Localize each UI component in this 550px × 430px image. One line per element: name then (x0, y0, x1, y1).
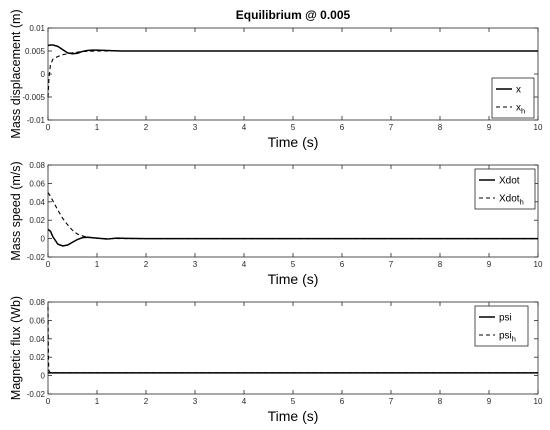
x-axis-label: Time (s) (268, 408, 319, 424)
y-tick-label: 0.08 (29, 161, 45, 170)
y-tick-label: 0.06 (29, 179, 45, 188)
x-tick-label: 9 (487, 260, 492, 269)
y-tick-label: 0.005 (25, 47, 46, 56)
x-tick-label: 7 (389, 397, 394, 406)
series-line-x-h (47, 50, 538, 98)
y-tick-label: 0.08 (29, 298, 45, 307)
legend-label: xh (516, 103, 525, 116)
x-tick-label: 9 (487, 123, 492, 132)
x-tick-label: 2 (144, 123, 149, 132)
x-tick-label: 8 (438, 123, 443, 132)
y-tick-label: -0.005 (22, 93, 45, 102)
x-tick-label: 4 (242, 397, 247, 406)
legend-subscript: h (512, 335, 516, 344)
series-line-Xdot-h (47, 192, 538, 240)
x-tick-label: 3 (193, 397, 198, 406)
y-tick-label: -0.01 (27, 116, 46, 125)
x-tick-label: 2 (144, 397, 149, 406)
legend-box (474, 168, 536, 210)
x-tick-label: 8 (438, 397, 443, 406)
x-axis-label: Time (s) (268, 134, 319, 150)
x-tick-label: 0 (46, 397, 51, 406)
legend-label: x (516, 85, 521, 96)
y-tick-label: 0.04 (29, 198, 45, 207)
chart-title: Equilibrium @ 0.005 (236, 8, 351, 22)
y-tick-label: 0.06 (29, 316, 45, 325)
y-tick-label: -0.02 (27, 253, 46, 262)
y-tick-label: 0 (41, 372, 46, 381)
x-tick-label: 7 (389, 123, 394, 132)
axes-box (47, 301, 539, 395)
x-tick-label: 3 (193, 260, 198, 269)
legend-label: psih (499, 331, 516, 344)
series-line-psi-h (47, 306, 538, 374)
x-tick-label: 7 (389, 260, 394, 269)
axes-box (47, 27, 539, 121)
x-tick-label: 1 (95, 260, 100, 269)
y-tick-label: 0.01 (29, 24, 45, 33)
x-tick-label: 6 (340, 397, 345, 406)
legend: x xh (491, 77, 535, 119)
legend-subscript: h (520, 198, 524, 207)
x-tick-label: 2 (144, 260, 149, 269)
y-axis-label: Mass speed (m/s) (9, 161, 23, 260)
x-tick-label: 3 (193, 123, 198, 132)
legend: Xdot Xdoth (474, 168, 536, 210)
x-tick-label: 5 (291, 260, 296, 269)
x-tick-label: 10 (534, 397, 543, 406)
y-axis-label: Magnetic flux (Wb) (9, 296, 23, 400)
subplot-1: 0 1 2 3 4 5 6 7 8 9 10 -0.01 -0.005 0 0.005 0.01 Equilib… (9, 8, 543, 150)
y-axis-label: Mass displacement (m) (9, 9, 23, 138)
x-tick-label: 9 (487, 397, 492, 406)
x-tick-label: 10 (534, 260, 543, 269)
x-tick-label: 1 (95, 397, 100, 406)
y-tick-label: 0.02 (29, 353, 45, 362)
series-line-Xdot (47, 228, 538, 247)
y-tick-label: 0 (41, 70, 46, 79)
x-tick-label: 4 (242, 123, 247, 132)
x-tick-label: 10 (534, 123, 543, 132)
x-tick-label: 0 (46, 123, 51, 132)
y-tick-label: 0 (41, 235, 46, 244)
x-tick-label: 5 (291, 397, 296, 406)
y-tick-label: -0.02 (27, 390, 46, 399)
x-tick-label: 0 (46, 260, 51, 269)
x-tick-label: 4 (242, 260, 247, 269)
x-tick-label: 1 (95, 123, 100, 132)
x-tick-label: 6 (340, 260, 345, 269)
y-tick-label: 0.02 (29, 216, 45, 225)
x-axis-label: Time (s) (268, 271, 319, 287)
legend-label: psi (499, 313, 512, 324)
x-tick-label: 5 (291, 123, 296, 132)
legend-label: Xdot (499, 176, 520, 187)
legend-label: Xdoth (499, 194, 524, 207)
legend: psi psih (474, 305, 529, 347)
axes-box (47, 164, 539, 258)
x-tick-label: 8 (438, 260, 443, 269)
x-tick-label: 6 (340, 123, 345, 132)
legend-box (491, 77, 535, 119)
legend-box (474, 305, 529, 347)
y-tick-label: 0.04 (29, 335, 45, 344)
legend-subscript: h (521, 107, 525, 116)
